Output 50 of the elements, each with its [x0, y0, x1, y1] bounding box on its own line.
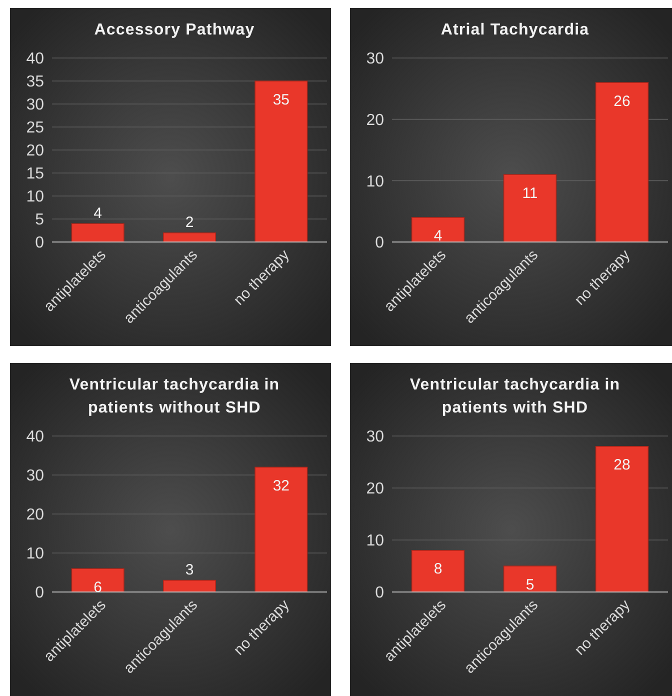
data-label: 5: [526, 576, 534, 594]
y-tick-label: 0: [375, 584, 384, 602]
y-tick-label: 0: [35, 234, 44, 252]
bar: [71, 568, 124, 592]
bar: [254, 466, 308, 592]
y-tick-label: 10: [26, 188, 44, 206]
data-label: 4: [94, 204, 102, 222]
y-tick-label: 20: [366, 480, 384, 498]
data-label: 4: [434, 228, 442, 245]
y-tick-label: 30: [26, 96, 44, 114]
y-tick-label: 30: [366, 50, 384, 68]
bar: [254, 80, 308, 242]
data-label: 11: [522, 184, 538, 202]
data-label: 32: [272, 477, 290, 494]
y-tick-label: 30: [366, 428, 384, 446]
chart-title: Atrial Tachycardia: [440, 22, 590, 39]
y-tick-label: 30: [26, 468, 44, 485]
bar: [595, 82, 649, 242]
y-tick-label: 5: [35, 212, 44, 229]
bar: [162, 580, 216, 592]
y-tick-label: 0: [35, 584, 44, 602]
y-tick-label: 0: [375, 234, 384, 252]
data-label: 35: [272, 91, 290, 108]
bar: [503, 174, 557, 242]
data-label: 2: [185, 214, 194, 232]
bar: [411, 550, 465, 592]
y-tick-label: 25: [26, 120, 44, 137]
data-label: 28: [614, 456, 630, 474]
bar: [162, 232, 216, 242]
y-tick-label: 10: [26, 546, 44, 563]
y-tick-label: 10: [366, 173, 384, 190]
y-tick-label: 40: [26, 428, 44, 446]
y-tick-label: 20: [366, 112, 384, 129]
chart-title: Ventricular tachycardia in patients without SHD: [69, 376, 280, 417]
y-tick-label: 20: [26, 142, 44, 160]
data-label: 3: [185, 562, 194, 579]
data-label: 6: [94, 578, 102, 596]
bar: [71, 223, 124, 242]
y-tick-label: 35: [26, 74, 44, 91]
data-label: 26: [614, 92, 630, 110]
bar: [595, 446, 649, 592]
bar: [411, 217, 465, 242]
data-label: 8: [434, 560, 442, 578]
bar: [503, 566, 557, 592]
y-tick-label: 20: [26, 506, 44, 524]
chart-title: Accessory Pathway: [94, 22, 255, 39]
y-tick-label: 15: [26, 166, 44, 183]
y-tick-label: 10: [366, 532, 384, 550]
chart-title: Ventricular tachycardia in patients with SHD: [410, 376, 620, 417]
y-tick-label: 40: [26, 50, 44, 68]
